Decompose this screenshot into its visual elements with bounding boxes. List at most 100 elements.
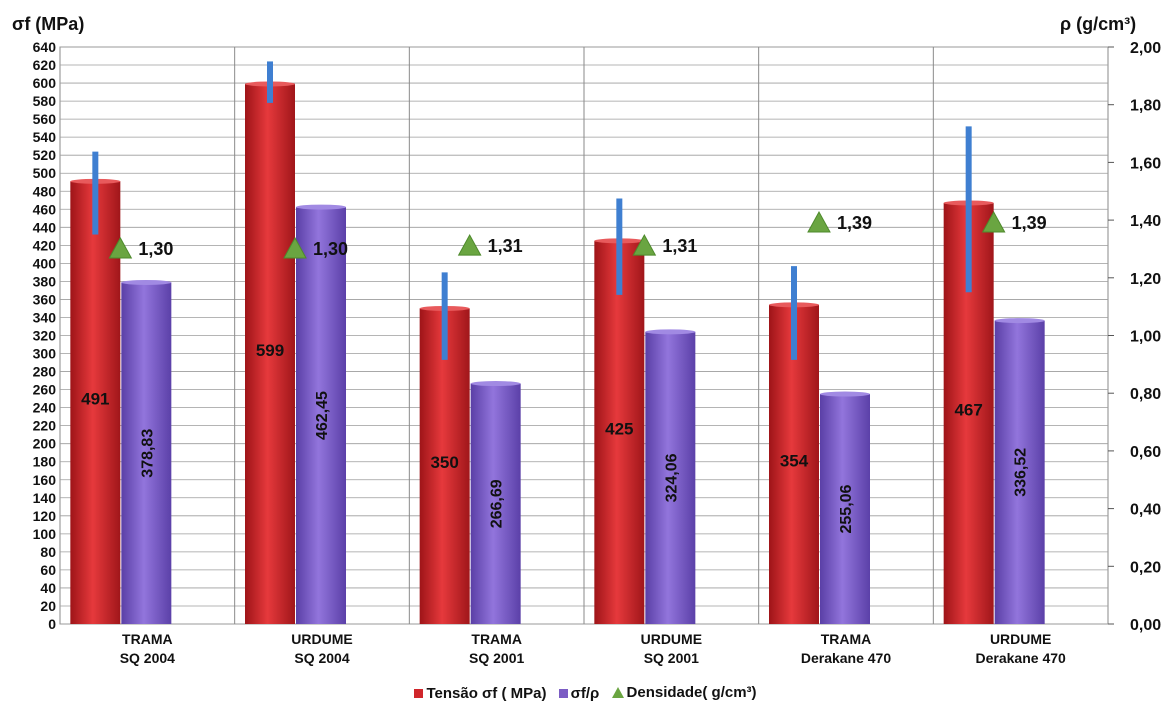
legend-item-sigma-rho: σf/ρ — [558, 685, 600, 702]
category-label: Derakane 470 — [801, 650, 892, 666]
category-label: URDUME — [641, 631, 702, 647]
category-label: SQ 2001 — [644, 650, 699, 666]
bar-tensao — [245, 83, 295, 625]
category-label: TRAMA — [122, 631, 173, 647]
y-right-tick-label: 0,80 — [1130, 386, 1161, 403]
y-left-tick-label: 160 — [33, 472, 57, 488]
y-left-tick-label: 120 — [33, 508, 57, 524]
y-left-tick-label: 500 — [33, 165, 57, 181]
y-right-tick-label: 0,00 — [1130, 617, 1161, 634]
bar-tensao — [419, 308, 470, 624]
y-left-axis: 0 20 40 60 80 100 120 140 160 180 200 220 240 260 280 3… — [33, 39, 57, 632]
bar-sigma-rho — [470, 383, 521, 624]
bar-sigma-rho-label: 266,69 — [489, 479, 506, 528]
category-label: Derakane 470 — [976, 650, 1067, 666]
y-left-tick-label: 320 — [33, 328, 57, 344]
y-left-tick-label: 140 — [33, 490, 57, 506]
bar-tensao-label: 425 — [605, 419, 633, 438]
bar-tensao-label: 491 — [81, 390, 109, 409]
bar-sigma-rho — [296, 207, 346, 624]
density-label: 1,31 — [488, 236, 523, 256]
y-right-tick-label: 1,00 — [1130, 329, 1161, 346]
y-left-tick-label: 20 — [40, 598, 56, 614]
y-left-tick-label: 80 — [40, 544, 56, 560]
y-left-tick-label: 280 — [33, 364, 57, 380]
bar-sigma-rho-label: 462,45 — [314, 391, 331, 440]
density-label: 1,31 — [662, 236, 697, 256]
bar-tensao — [594, 240, 645, 624]
legend-label-densidade: Densidade( g/cm³) — [626, 684, 757, 701]
y-left-tick-label: 180 — [33, 454, 57, 470]
category-label: SQ 2004 — [120, 650, 175, 666]
y-left-tick-label: 340 — [33, 309, 57, 325]
y-left-tick-label: 520 — [33, 147, 57, 163]
y-left-tick-label: 480 — [33, 183, 57, 199]
legend-triangle-icon — [611, 687, 624, 698]
bar-sigma-rho-top — [121, 279, 172, 285]
density-marker — [108, 236, 133, 259]
density-markers: 1,30 1,30 1,31 1,31 1,39 1,39 — [108, 210, 1047, 259]
legend-item-tensao: Tensão σf ( MPa) — [414, 685, 546, 702]
bar-sigma-rho-top — [820, 391, 870, 397]
density-label: 1,39 — [837, 213, 872, 233]
y-left-tick-label: 560 — [33, 111, 57, 127]
y-left-tick-label: 300 — [33, 346, 57, 362]
density-label: 1,30 — [313, 239, 348, 259]
bar-sigma-rho — [820, 394, 870, 624]
legend-item-densidade: Densidade( g/cm³) — [611, 684, 757, 701]
y-left-tick-label: 580 — [33, 93, 57, 109]
y-right-tick-label: 1,40 — [1130, 213, 1161, 230]
y-right-axis-title: ρ (g/cm³) — [1060, 14, 1137, 34]
legend-label-tensao: Tensão σf ( MPa) — [426, 685, 547, 702]
density-marker — [981, 210, 1006, 233]
y-right-tick-label: 0,40 — [1130, 502, 1161, 519]
y-left-tick-label: 220 — [33, 418, 57, 434]
y-right-axis: 0,00 0,20 0,40 0,60 0,80 1,00 1,20 1,40 1,60 1,80… — [1108, 40, 1161, 634]
y-left-tick-label: 60 — [40, 562, 56, 578]
y-right-tick-label: 2,00 — [1130, 40, 1161, 57]
y-left-tick-label: 40 — [40, 580, 56, 596]
y-left-tick-label: 0 — [48, 616, 56, 632]
bar-tensao-label: 467 — [954, 400, 982, 419]
y-left-tick-label: 360 — [33, 291, 57, 307]
legend-swatch-tensao — [414, 689, 424, 698]
grid — [59, 46, 1109, 625]
y-right-tick-label: 1,80 — [1130, 98, 1161, 115]
y-left-tick-label: 640 — [33, 39, 57, 55]
bar-sigma-rho-top — [296, 204, 346, 210]
bar-sigma-rho — [645, 331, 696, 624]
y-left-tick-label: 600 — [33, 75, 57, 91]
bars: 491 378,83 599 462,45 350 266,69 425 324,06 354 2… — [70, 81, 1045, 625]
bar-sigma-rho-label: 336,52 — [1013, 448, 1030, 497]
y-right-tick-label: 1,20 — [1130, 271, 1161, 288]
category-label: TRAMA — [471, 631, 522, 647]
legend: Tensão σf ( MPa) σf/ρ Densidade( g/cm³) — [0, 684, 1171, 702]
chart-plot: 0 20 40 60 80 100 120 140 160 180 200 220 240 260 280 3… — [33, 39, 1162, 666]
density-label: 1,30 — [138, 239, 173, 259]
y-left-tick-label: 460 — [33, 201, 57, 217]
y-right-tick-label: 0,60 — [1130, 444, 1161, 461]
category-label: URDUME — [990, 631, 1051, 647]
y-left-tick-label: 380 — [33, 273, 57, 289]
density-label: 1,39 — [1012, 213, 1047, 233]
y-left-tick-label: 260 — [33, 382, 57, 398]
bar-sigma-rho — [994, 320, 1045, 624]
y-left-tick-label: 440 — [33, 219, 57, 235]
bar-tensao-label: 354 — [780, 451, 809, 470]
x-axis: TRAMA SQ 2004 URDUME SQ 2004 TRAMA SQ 2001 URD… — [120, 631, 1066, 666]
bar-tensao-label: 350 — [430, 453, 458, 472]
bar-sigma-rho — [121, 282, 172, 624]
density-marker — [807, 210, 831, 233]
y-left-tick-label: 620 — [33, 57, 57, 73]
error-bars — [92, 61, 972, 360]
bar-tensao-label: 599 — [256, 341, 284, 360]
y-right-tick-label: 1,60 — [1130, 155, 1161, 172]
bar-sigma-rho-label: 324,06 — [663, 453, 680, 502]
category-label: TRAMA — [821, 631, 872, 647]
y-left-tick-label: 200 — [33, 436, 57, 452]
density-marker — [283, 236, 307, 259]
bar-sigma-rho-top — [994, 318, 1045, 324]
y-right-tick-label: 0,20 — [1130, 559, 1161, 576]
legend-label-sigma-rho: σf/ρ — [570, 685, 600, 702]
bar-sigma-rho-label: 378,83 — [139, 429, 156, 478]
